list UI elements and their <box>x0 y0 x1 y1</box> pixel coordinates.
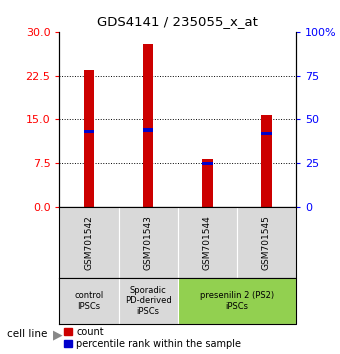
Bar <box>59 278 119 324</box>
Bar <box>261 115 272 207</box>
Bar <box>177 278 296 324</box>
Bar <box>261 132 272 135</box>
Text: ▶: ▶ <box>53 329 62 342</box>
Bar <box>143 44 153 207</box>
Text: control
IPSCs: control IPSCs <box>74 291 104 310</box>
Bar <box>143 128 153 132</box>
Legend: count, percentile rank within the sample: count, percentile rank within the sample <box>64 327 241 349</box>
Bar <box>202 159 212 207</box>
Text: GSM701542: GSM701542 <box>85 215 94 270</box>
Text: GSM701545: GSM701545 <box>262 215 271 270</box>
Text: presenilin 2 (PS2)
iPSCs: presenilin 2 (PS2) iPSCs <box>200 291 274 310</box>
Text: Sporadic
PD-derived
iPSCs: Sporadic PD-derived iPSCs <box>125 286 171 316</box>
Bar <box>84 70 95 207</box>
Text: GSM701543: GSM701543 <box>143 215 153 270</box>
Bar <box>119 207 177 278</box>
Text: GSM701544: GSM701544 <box>203 215 212 270</box>
Bar <box>237 207 296 278</box>
Bar <box>59 207 119 278</box>
Bar <box>177 207 237 278</box>
Bar <box>202 161 212 165</box>
Text: cell line: cell line <box>7 329 47 339</box>
Title: GDS4141 / 235055_x_at: GDS4141 / 235055_x_at <box>97 15 258 28</box>
Bar <box>119 278 177 324</box>
Bar <box>84 130 95 133</box>
